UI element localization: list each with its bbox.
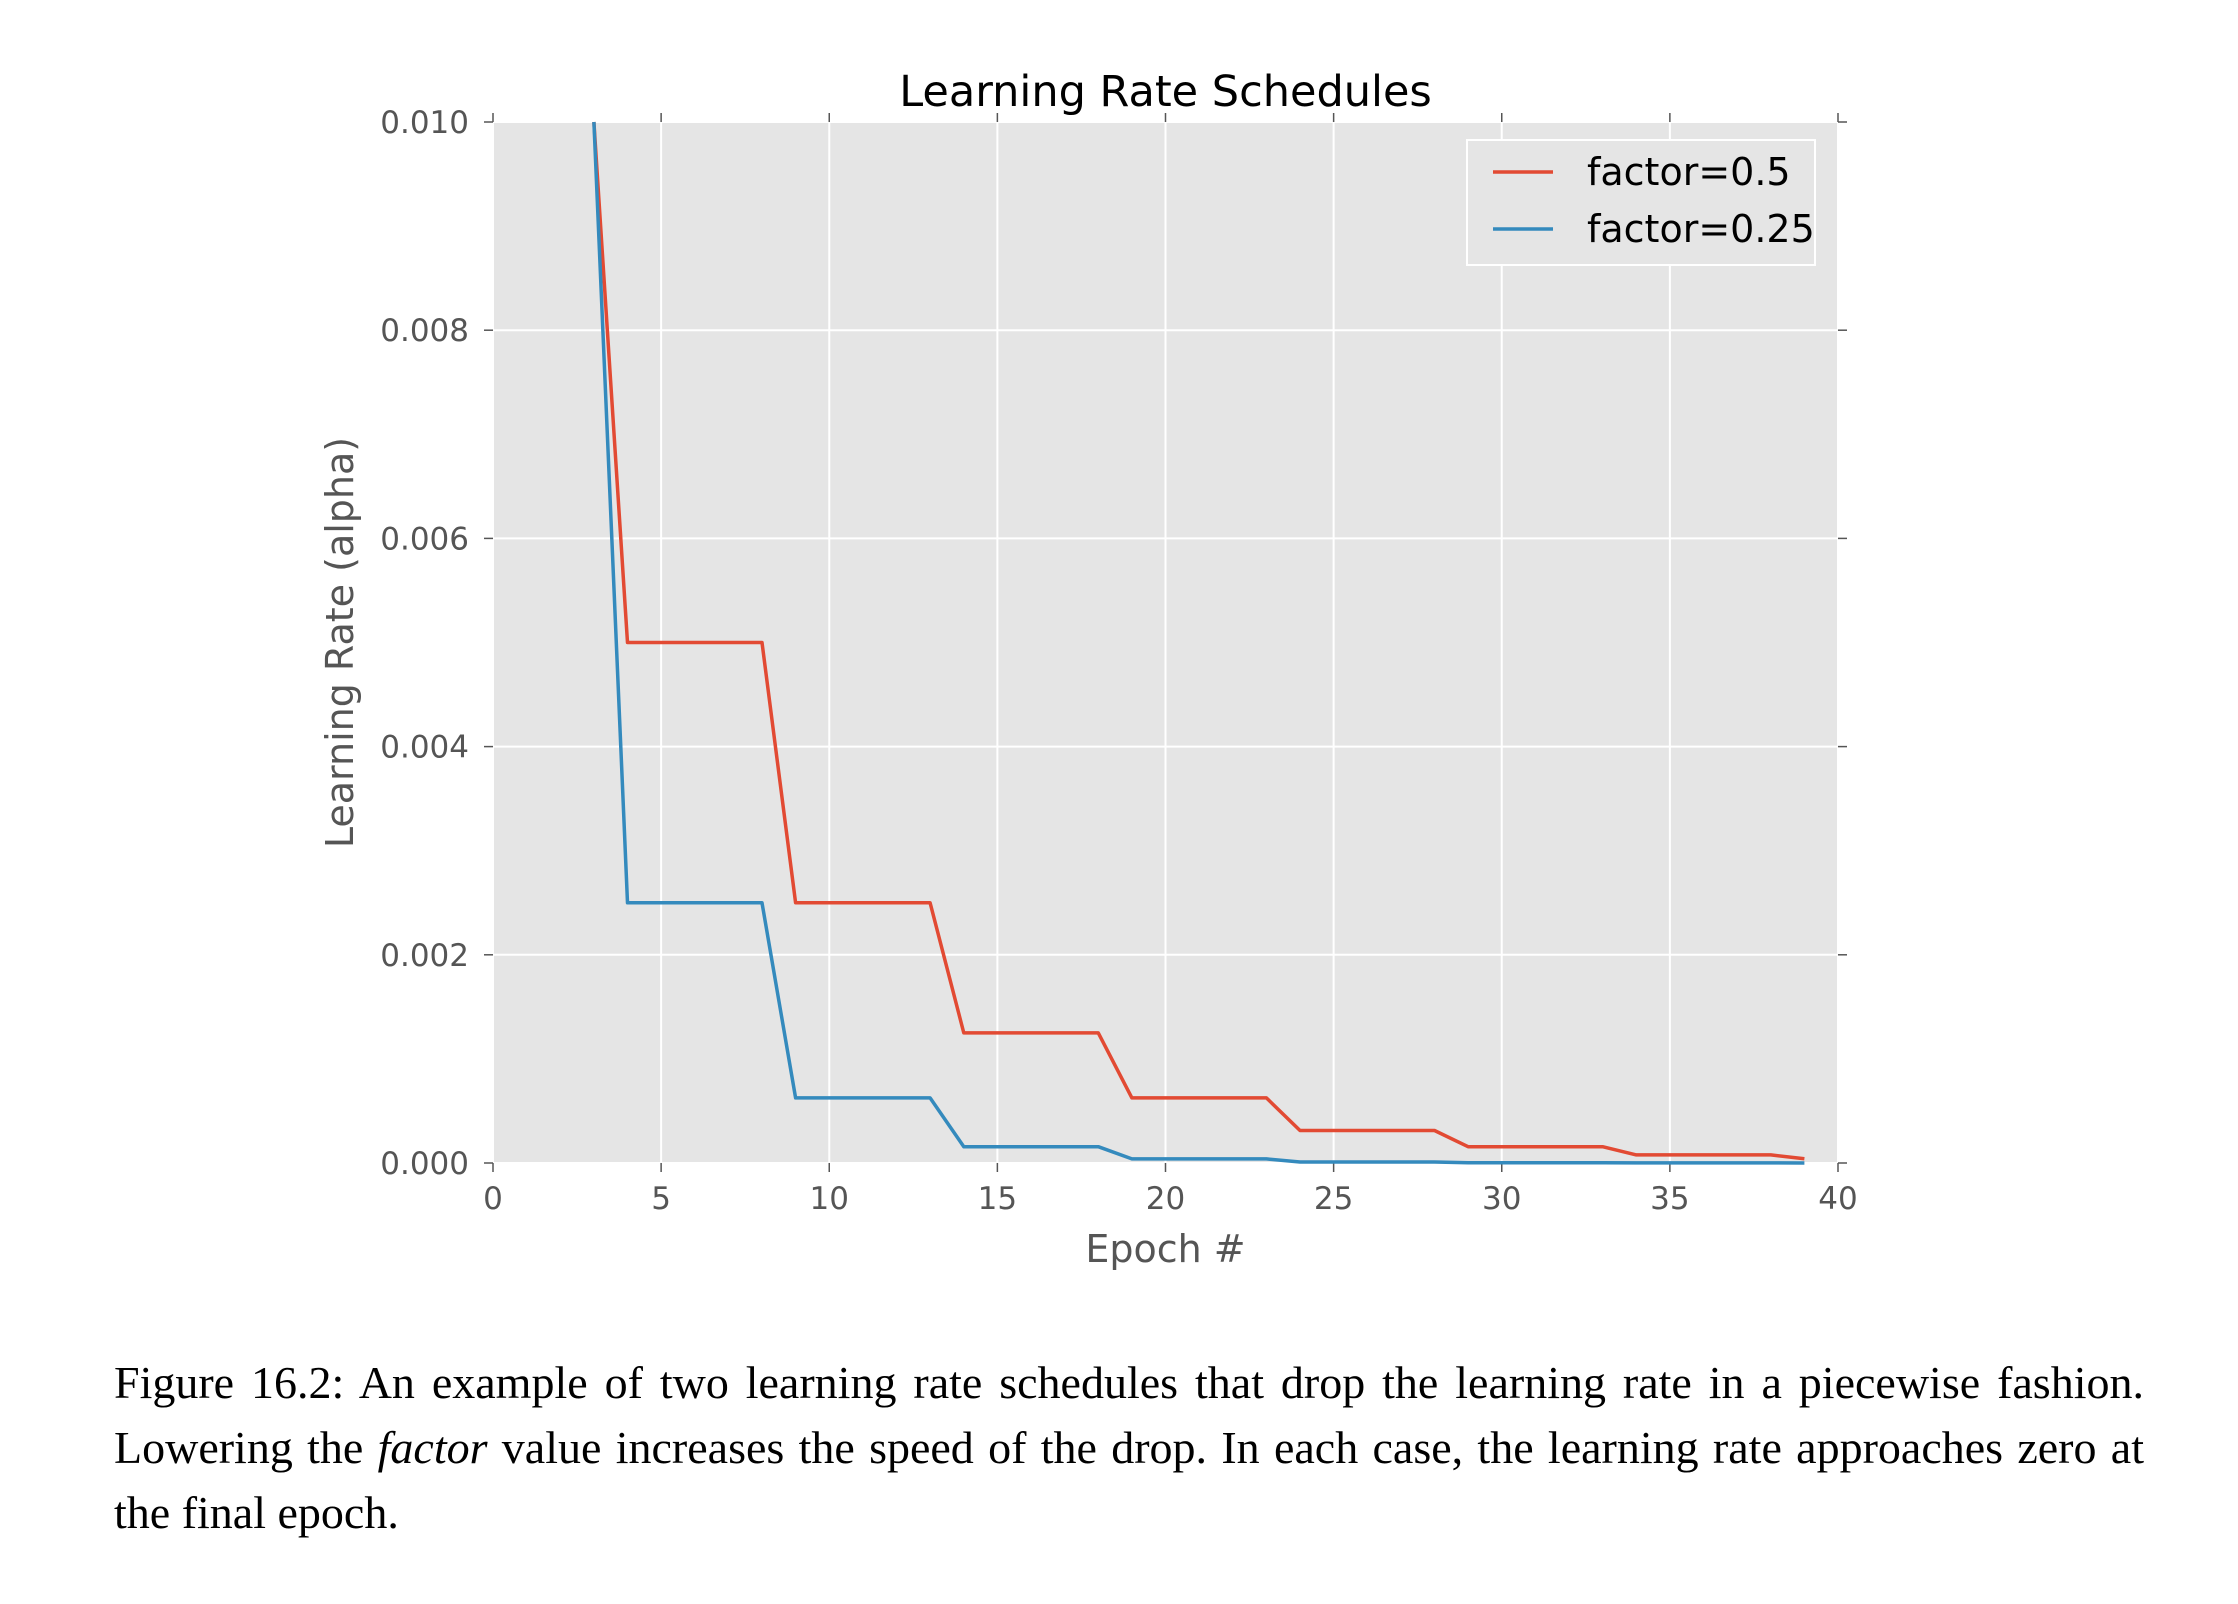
x-tick-label: 35	[1650, 1181, 1689, 1217]
y-axis-label: Learning Rate (alpha)	[318, 437, 362, 848]
chart-title: Learning Rate Schedules	[899, 67, 1432, 117]
x-tick-label: 5	[651, 1181, 671, 1217]
y-tick-label: 0.002	[380, 938, 469, 974]
legend-frame	[1466, 139, 1816, 266]
y-tick-label: 0.004	[380, 730, 469, 766]
x-tick-label: 0	[483, 1181, 503, 1217]
x-axis-label: Epoch #	[1085, 1227, 1245, 1271]
y-tick-label: 0.008	[380, 313, 469, 349]
caption-tail: value increases the speed of the drop. I…	[114, 1422, 2144, 1538]
legend-label: factor=0.5	[1587, 150, 1791, 194]
legend-label: factor=0.25	[1587, 207, 1815, 251]
legend: factor=0.5 factor=0.25	[1466, 139, 1816, 266]
caption-emphasis: factor	[377, 1422, 488, 1473]
caption-lead: Figure 16.2: An example of two learning …	[114, 1357, 2144, 1473]
figure-caption: Figure 16.2: An example of two learning …	[114, 1350, 2144, 1545]
x-tick-label: 10	[810, 1181, 849, 1217]
x-tick-label: 25	[1314, 1181, 1353, 1217]
y-tick-label: 0.010	[380, 105, 469, 141]
x-tick-label: 20	[1146, 1181, 1185, 1217]
x-tick-label: 30	[1482, 1181, 1521, 1217]
y-tick-label: 0.006	[380, 521, 469, 557]
x-tick-label: 40	[1818, 1181, 1857, 1217]
axis-ticks: 0 5 10 15 20 25 30 35 40 0.000 0.002 0.004 0.006 0.00…	[380, 105, 1857, 1217]
series-line	[592, 121, 1805, 1161]
series-lines	[592, 121, 1805, 1165]
learning-rate-chart: 0 5 10 15 20 25 30 35 40 0.000 0.002 0.004 0.006 0.00…	[318, 67, 1858, 1271]
series-line	[592, 121, 1805, 1165]
x-tick-label: 15	[978, 1181, 1017, 1217]
y-tick-label: 0.000	[380, 1146, 469, 1182]
